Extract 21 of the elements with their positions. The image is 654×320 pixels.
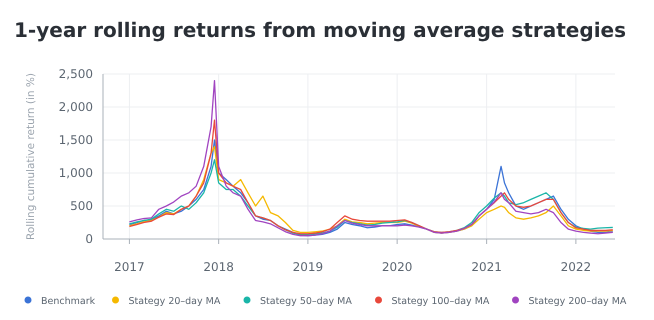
legend-label: Stategy 50–day MA: [260, 296, 352, 307]
legend-label: Stategy 200–day MA: [528, 296, 627, 307]
x-tick-label: 2018: [203, 260, 234, 274]
y-tick-label: 0: [85, 232, 93, 246]
legend-label: Benchmark: [41, 296, 96, 307]
y-tick-label: 2,500: [58, 67, 93, 81]
y-tick-label: 1,000: [58, 166, 93, 180]
x-tick-label: 2022: [560, 260, 592, 274]
y-tick-label: 500: [70, 199, 93, 213]
legend-label: Stategy 100–day MA: [392, 296, 490, 307]
legend-label: Stategy 20–day MA: [128, 296, 221, 307]
x-tick-label: 2020: [382, 260, 412, 274]
line-series: [128, 120, 614, 234]
y-axis-title: Rolling cumulative return (in %): [25, 73, 37, 240]
x-tick-label: 2021: [471, 260, 502, 274]
x-tick-label: 2017: [114, 260, 145, 274]
y-tick-label: 1,500: [58, 133, 93, 147]
x-tick-label: 2019: [292, 260, 324, 274]
line-series: [128, 80, 614, 236]
chart-title: 1-year rolling returns from moving average strategies: [14, 18, 626, 42]
y-tick-label: 2,000: [58, 100, 93, 114]
